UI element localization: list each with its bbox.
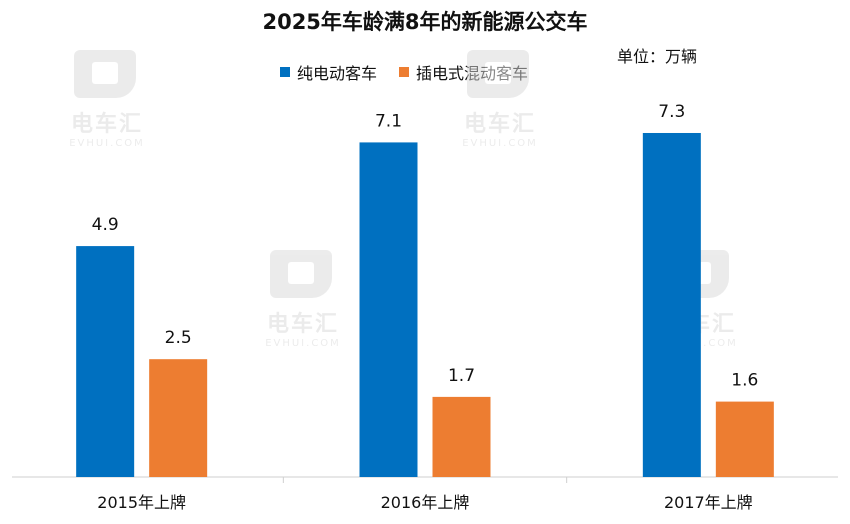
data-label: 7.1	[375, 111, 402, 131]
watermark: 电车汇 EVHUI.COM	[258, 250, 348, 350]
data-label: 2.5	[165, 328, 192, 348]
x-tick-label: 2015年上牌	[97, 493, 186, 512]
watermark-sub: EVHUI.COM	[69, 138, 145, 149]
legend-label-bev: 纯电动客车	[297, 64, 378, 83]
watermark-sub: EVHUI.COM	[462, 138, 538, 149]
unit-label: 单位：万辆	[617, 47, 698, 66]
legend-item-bev: 纯电动客车	[280, 60, 377, 84]
bar	[715, 401, 774, 477]
data-label: 4.9	[92, 215, 119, 235]
legend-swatch-phev	[399, 67, 410, 77]
watermark: 电车汇 EVHUI.COM	[62, 50, 152, 150]
bar	[432, 396, 491, 477]
x-tick-label: 2017年上牌	[664, 493, 753, 512]
bar	[642, 132, 701, 478]
watermark: 电车汇 EVHUI.COM	[455, 50, 545, 150]
evhui-logo-icon	[74, 50, 136, 98]
evhui-logo-icon	[467, 50, 529, 98]
evhui-logo-icon	[270, 250, 332, 298]
watermark-brand: 电车汇	[266, 312, 339, 337]
bar	[76, 246, 135, 477]
legend-swatch-bev	[280, 67, 290, 77]
data-label: 1.6	[731, 371, 758, 391]
data-label: 1.7	[448, 366, 475, 386]
watermark-brand: 电车汇	[70, 112, 143, 137]
data-label: 7.3	[658, 102, 685, 122]
bar	[359, 142, 418, 477]
watermark-brand: 电车汇	[463, 112, 536, 137]
bar	[149, 359, 208, 477]
x-tick-label: 2016年上牌	[381, 493, 470, 512]
watermark-sub: EVHUI.COM	[265, 338, 341, 349]
chart-title: 2025年车龄满8年的新能源公交车	[262, 10, 588, 34]
